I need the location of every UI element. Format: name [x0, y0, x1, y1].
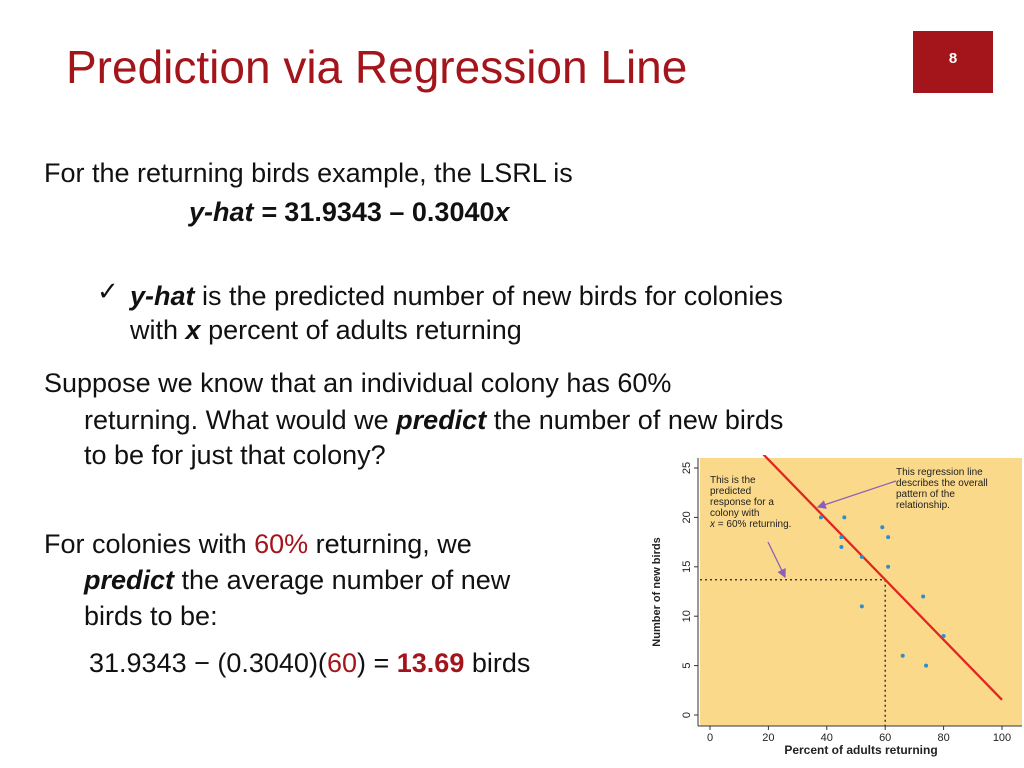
data-point — [839, 535, 844, 540]
y-axis-label: Number of new birds — [651, 537, 663, 646]
question-text-2b: the number of new birds — [493, 405, 784, 435]
annotation-right-text: This regression line describes the overa… — [896, 467, 991, 511]
bullet-line-1: y-hat is the predicted number of new bir… — [130, 279, 783, 313]
data-point — [900, 653, 905, 658]
bullet-text-1: is the predicted number of new birds for… — [202, 281, 783, 311]
scatterplot-chart: 0 20 40 60 80 100 0 5 10 15 20 25 Number of new bir… — [650, 455, 1024, 768]
answer-text-2b: the average number of new — [181, 565, 511, 595]
data-point — [859, 604, 864, 609]
bullet-term: y-hat — [130, 281, 195, 311]
calc-x-value: 60 — [326, 648, 357, 678]
data-point — [924, 663, 929, 668]
intro-line: For the returning birds example, the LSR… — [44, 158, 573, 188]
calc-text-b: ) = — [356, 648, 390, 678]
annotation-left-text: This is the predicted response for a col… — [709, 475, 791, 530]
answer-line-2: predict the average number of new — [84, 563, 510, 597]
page-number-badge: 8 — [913, 31, 993, 93]
data-point — [880, 525, 885, 530]
annotation-predicted-response: This is the predicted response for a col… — [709, 475, 791, 579]
calc-result: 13.69 — [396, 648, 465, 678]
x-axis-label: Percent of adults returning — [784, 743, 937, 757]
data-point — [842, 515, 847, 520]
x-tick-label: 100 — [993, 732, 1011, 744]
x-tick-label: 80 — [937, 732, 949, 744]
calc-text-a: 31.9343 − (0.3040)( — [89, 648, 327, 678]
plot-area — [700, 458, 1022, 726]
question-line-1: Suppose we know that an individual colon… — [44, 368, 672, 398]
data-point — [886, 535, 891, 540]
equation-variable: x — [494, 197, 510, 227]
calculation-line: 31.9343 − (0.3040)(60) = 13.69 birds — [89, 646, 530, 680]
x-tick-label: 40 — [821, 732, 833, 744]
question-line-3: to be for just that colony? — [84, 440, 386, 470]
bullet-line-2: with x percent of adults returning — [130, 313, 522, 347]
regression-line — [762, 455, 1003, 701]
y-tick-label: 25 — [681, 462, 693, 474]
data-point — [921, 594, 926, 599]
annotation-right-arrow — [816, 480, 897, 509]
answer-predict: predict — [84, 565, 175, 595]
data-point — [818, 515, 823, 520]
slide-title: Prediction via Regression Line — [66, 41, 688, 93]
page-number: 8 — [948, 50, 958, 67]
question-line-2: returning. What would we predict the num… — [84, 403, 783, 437]
bullet-variable: x — [185, 315, 201, 345]
y-tick-label: 5 — [681, 663, 693, 669]
regression-equation: y-hat = 31.9343 – 0.3040x — [189, 195, 510, 229]
annotation-regression-line: This regression line describes the overa… — [816, 467, 991, 511]
question-predict: predict — [396, 405, 487, 435]
checkmark-icon: ✓ — [97, 276, 119, 306]
answer-line-1: For colonies with 60% returning, we — [44, 527, 472, 561]
bullet-text-2a: with — [130, 315, 179, 345]
answer-percent: 60% — [254, 529, 309, 559]
x-tick-label: 60 — [879, 732, 891, 744]
answer-line-3: birds to be: — [84, 601, 218, 631]
data-point — [859, 554, 864, 559]
data-point — [839, 545, 844, 550]
answer-text-1b: returning, we — [315, 529, 472, 559]
y-tick-label: 20 — [681, 511, 693, 523]
equation-lhs: y-hat = — [189, 197, 277, 227]
bullet-text-2b: percent of adults returning — [208, 315, 522, 345]
question-text-2a: returning. What would we — [84, 405, 389, 435]
equation-rhs: 31.9343 – 0.3040 — [284, 197, 495, 227]
y-tick-label: 10 — [681, 610, 693, 622]
data-point — [941, 633, 946, 638]
data-point — [886, 564, 891, 569]
calc-unit: birds — [471, 648, 531, 678]
y-tick-label: 0 — [681, 712, 693, 718]
x-tick-label: 20 — [762, 732, 774, 744]
annotation-left-arrow — [767, 541, 786, 579]
x-tick-label: 0 — [707, 732, 713, 744]
answer-text-1a: For colonies with — [44, 529, 247, 559]
y-tick-label: 15 — [681, 561, 693, 573]
